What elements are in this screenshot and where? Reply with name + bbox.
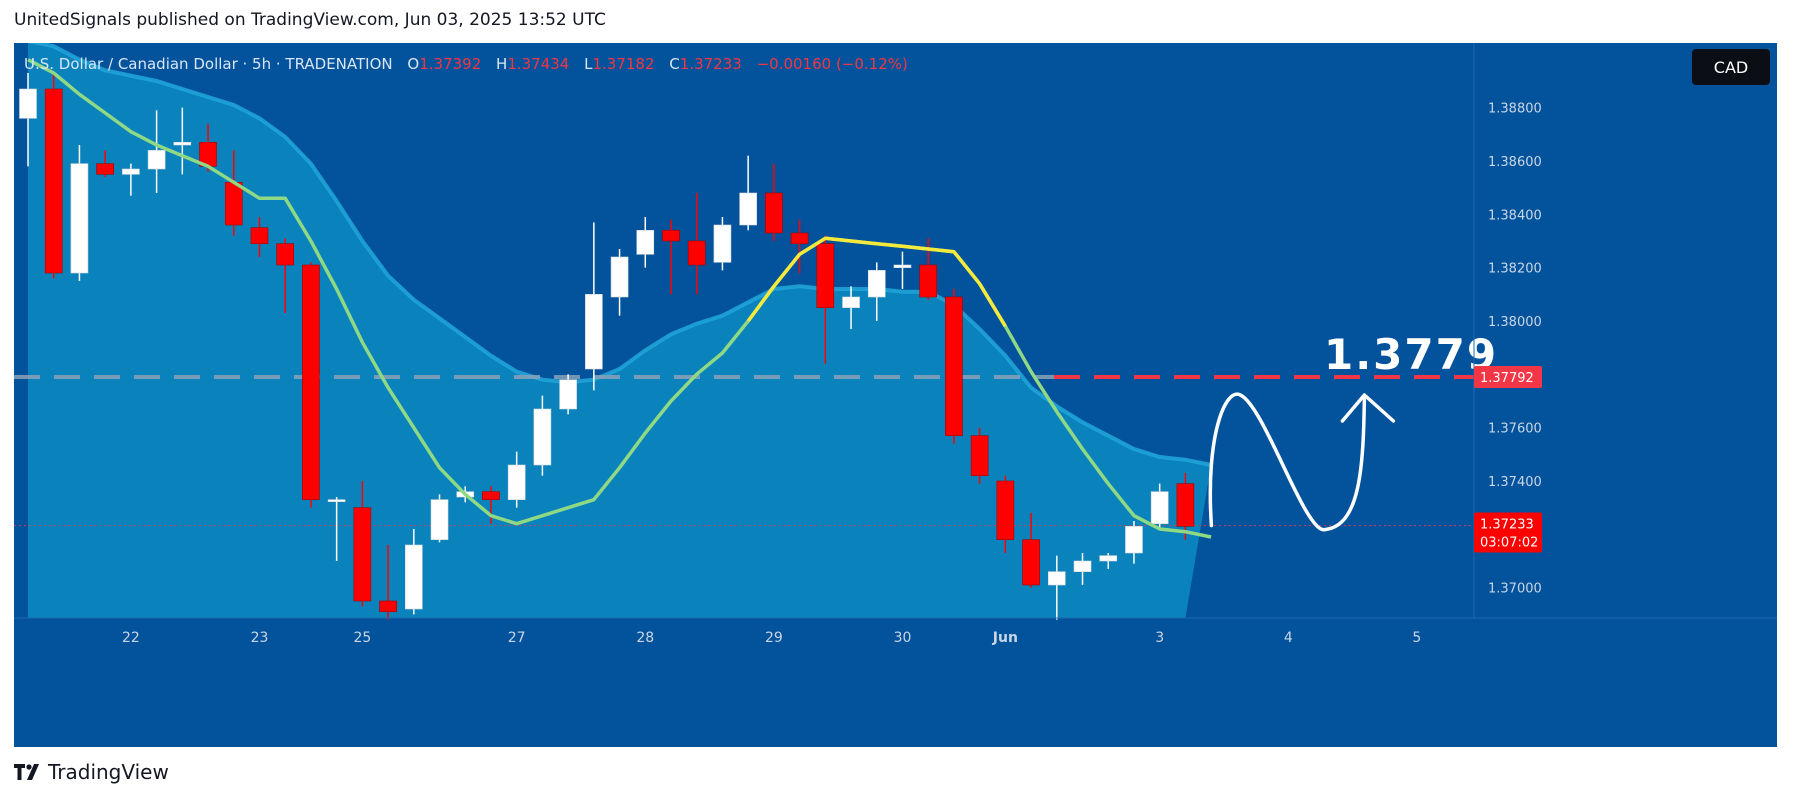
candle-bear[interactable]: [945, 296, 963, 436]
candle-bear[interactable]: [1022, 539, 1040, 586]
high-label: H: [496, 55, 508, 73]
time-tick-label: 3: [1155, 630, 1164, 646]
close-value: 1.37233: [679, 55, 742, 73]
candle-bull[interactable]: [404, 544, 423, 610]
candle-bull[interactable]: [147, 150, 166, 170]
candle-bull[interactable]: [1125, 526, 1143, 554]
time-tick-label: 22: [122, 630, 140, 646]
price-tick-label: 1.37400: [1488, 475, 1542, 490]
candle-bull[interactable]: [636, 230, 655, 255]
candle-bull[interactable]: [1099, 555, 1118, 562]
symbol-name[interactable]: U.S. Dollar / Canadian Dollar · 5h · TRA…: [24, 55, 393, 73]
moving-average-highlight: [746, 236, 1007, 328]
candle-bear[interactable]: [662, 230, 680, 242]
candle-bull[interactable]: [19, 88, 37, 119]
candle-bull[interactable]: [1150, 491, 1169, 524]
candle-bull[interactable]: [430, 499, 449, 540]
candle-bull[interactable]: [585, 294, 603, 370]
price-tick-label: 1.38400: [1488, 208, 1542, 223]
price-tick-label: 1.38000: [1488, 315, 1542, 330]
close-label: C: [669, 55, 680, 73]
last-price-tag[interactable]: [1474, 512, 1542, 553]
candle-bear[interactable]: [250, 227, 269, 244]
candle-bear[interactable]: [970, 435, 989, 476]
change-value: −0.00160 (−0.12%): [756, 55, 908, 73]
tradingview-logo-icon: [14, 764, 39, 780]
high-value: 1.37434: [507, 55, 570, 73]
candle-bull[interactable]: [739, 192, 757, 226]
candle-bull[interactable]: [610, 256, 629, 298]
time-tick-label: 28: [636, 630, 654, 646]
candle-bull[interactable]: [327, 499, 346, 502]
candle-bear[interactable]: [687, 240, 706, 266]
moving-average-line: [27, 58, 1212, 539]
candle-bull[interactable]: [1073, 560, 1092, 572]
price-tick-label: 1.38800: [1488, 102, 1542, 117]
chart-panel[interactable]: 1.3779 1.38800 1.38600 1.38400 1.38200 1.3800…: [14, 43, 1777, 747]
price-tick-label: 1.38200: [1488, 262, 1542, 277]
candle-bull[interactable]: [173, 142, 192, 146]
time-tick-label: 27: [508, 630, 526, 646]
candle-bear[interactable]: [816, 243, 835, 308]
candle-bull[interactable]: [533, 408, 552, 466]
candle-bull[interactable]: [507, 464, 526, 500]
candle-bear[interactable]: [224, 182, 243, 226]
candle-bull[interactable]: [70, 163, 89, 274]
candle-bear[interactable]: [302, 264, 320, 500]
low-label: L: [584, 55, 593, 73]
candle-bear[interactable]: [1176, 483, 1195, 527]
open-label: O: [407, 55, 420, 73]
candle-bull[interactable]: [122, 168, 140, 175]
price-tick-label: 1.38600: [1488, 155, 1542, 170]
candle-bear[interactable]: [996, 480, 1015, 540]
ema-band-edge: [27, 43, 1212, 467]
price-tick-label: 1.37600: [1488, 422, 1542, 437]
candle-bull[interactable]: [842, 296, 860, 308]
time-tick-label: 5: [1412, 630, 1421, 646]
ohlc-legend: U.S. Dollar / Canadian Dollar · 5h · TRA…: [24, 55, 908, 73]
target-price-label: 1.37792: [1480, 371, 1534, 386]
currency-badge[interactable]: CAD: [1692, 49, 1770, 85]
tradingview-brand: TradingView: [48, 760, 169, 784]
projection-arrow-head: [1340, 393, 1396, 423]
candle-bull[interactable]: [1048, 571, 1066, 586]
candle-bull[interactable]: [713, 224, 732, 263]
bar-countdown-label: 03:07:02: [1480, 536, 1538, 551]
candle-bull[interactable]: [559, 379, 577, 410]
time-tick-label: 30: [894, 630, 912, 646]
ema-band-area: [28, 43, 1212, 618]
time-tick-label: 23: [251, 630, 269, 646]
candle-bull[interactable]: [893, 264, 912, 268]
time-tick-label: 29: [765, 630, 783, 646]
candle-bear[interactable]: [379, 600, 397, 612]
candle-bear[interactable]: [96, 163, 114, 175]
open-value: 1.37392: [419, 55, 482, 73]
candle-bear[interactable]: [44, 88, 63, 274]
target-price-tag[interactable]: [1474, 366, 1542, 388]
candle-bear[interactable]: [276, 243, 295, 266]
candle-bear[interactable]: [765, 192, 783, 234]
candle-bull[interactable]: [867, 270, 886, 298]
publisher-caption: UnitedSignals published on TradingView.c…: [14, 10, 606, 30]
candle-bear[interactable]: [919, 264, 938, 298]
candle-bear[interactable]: [482, 491, 500, 500]
target-annotation[interactable]: 1.3779: [1324, 330, 1498, 379]
low-value: 1.37182: [592, 55, 655, 73]
time-tick-label: 25: [353, 630, 371, 646]
projection-curve[interactable]: [1208, 392, 1367, 532]
last-price-label: 1.37233: [1480, 518, 1534, 533]
candle-bear[interactable]: [790, 232, 809, 244]
time-tick-label: Jun: [992, 630, 1018, 646]
time-tick-label: 4: [1284, 630, 1293, 646]
price-chart[interactable]: 1.3779 1.38800 1.38600 1.38400 1.38200 1.3800…: [14, 43, 1777, 747]
tradingview-logo[interactable]: TradingView: [14, 760, 169, 784]
price-tick-label: 1.37000: [1488, 582, 1542, 597]
candle-bear[interactable]: [353, 507, 372, 602]
